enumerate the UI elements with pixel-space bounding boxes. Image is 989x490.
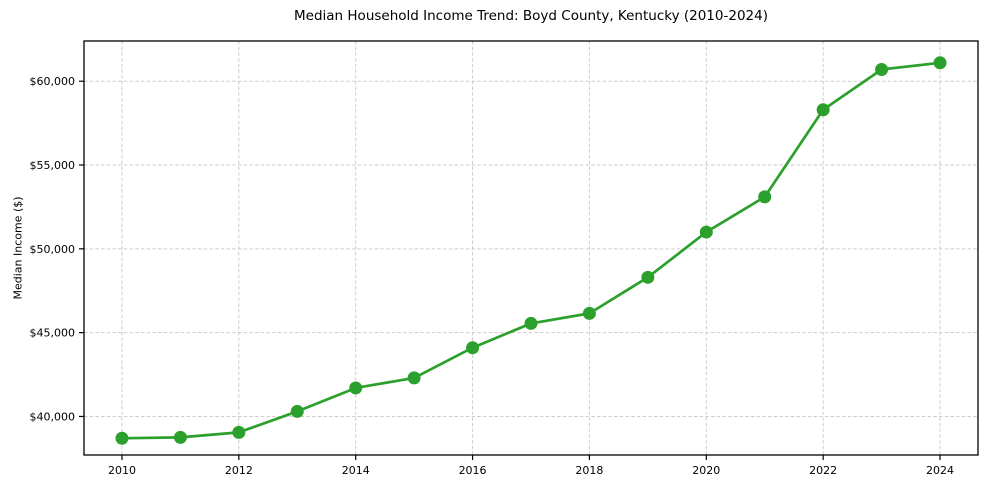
data-point-marker-2010 bbox=[115, 431, 129, 445]
data-point-marker-2015 bbox=[407, 371, 421, 385]
data-point-marker-2021 bbox=[758, 190, 772, 204]
data-point-marker-2014 bbox=[349, 381, 363, 395]
data-point-marker-2011 bbox=[173, 430, 187, 444]
data-point-marker-2017 bbox=[524, 316, 538, 330]
x-tick-label: 2012 bbox=[225, 464, 253, 477]
data-point-marker-2016 bbox=[466, 341, 480, 355]
data-point-marker-2020 bbox=[699, 225, 713, 239]
data-point-marker-2012 bbox=[232, 425, 246, 439]
plot-area bbox=[84, 41, 978, 455]
x-tick-label: 2018 bbox=[575, 464, 603, 477]
x-tick-label: 2024 bbox=[926, 464, 954, 477]
data-point-marker-2018 bbox=[582, 306, 596, 320]
x-tick-label: 2014 bbox=[342, 464, 370, 477]
data-point-marker-2019 bbox=[641, 270, 655, 284]
y-tick-label: $45,000 bbox=[30, 327, 76, 340]
y-axis-label: Median Income ($) bbox=[11, 196, 25, 300]
x-tick-label: 2020 bbox=[692, 464, 720, 477]
data-point-marker-2023 bbox=[875, 62, 889, 76]
y-tick-label: $60,000 bbox=[30, 75, 76, 88]
axes-border bbox=[83, 40, 979, 456]
chart-title: Median Household Income Trend: Boyd Coun… bbox=[294, 8, 768, 24]
y-tick-label: $40,000 bbox=[30, 410, 76, 423]
data-point-marker-2024 bbox=[933, 56, 947, 70]
y-tick-label: $55,000 bbox=[30, 159, 76, 172]
data-point-marker-2022 bbox=[816, 103, 830, 117]
y-tick-label: $50,000 bbox=[30, 243, 76, 256]
data-point-marker-2013 bbox=[290, 404, 304, 418]
x-tick-label: 2010 bbox=[108, 464, 136, 477]
x-tick-label: 2016 bbox=[459, 464, 487, 477]
x-tick-label: 2022 bbox=[809, 464, 837, 477]
